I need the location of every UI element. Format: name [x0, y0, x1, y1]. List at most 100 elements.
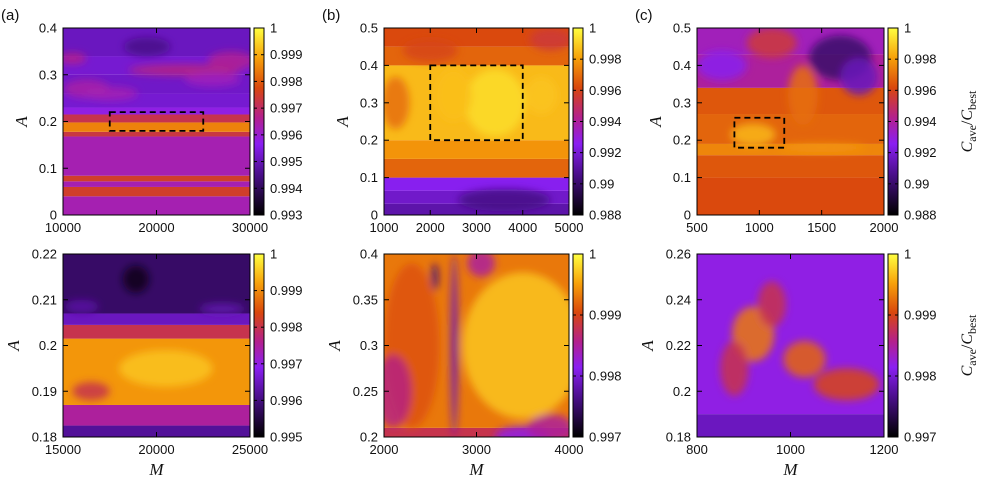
heatmap-blob: [434, 69, 472, 122]
y-tick-label: 0.22: [666, 338, 691, 353]
y-tick-label: 0.3: [39, 67, 57, 82]
colorbar: [573, 254, 583, 437]
y-tick-label: 0.2: [673, 133, 691, 148]
heatmap-panel-b-top: 1000 2000 3000 4000 5000 0 0.1 0.2 0.3 0.4 0.5 A (b)…: [322, 7, 622, 235]
heatmap-panel-c-top: 500 1000 1500 2000 0 0.1 0.2 0.3 0.4 0.5 A (c) 0.988…: [635, 7, 979, 235]
colorbar-tick-label: 0.996: [904, 83, 937, 98]
heatmap-blob: [840, 57, 878, 96]
heatmap-band: [384, 158, 569, 178]
y-tick-label: 0.4: [360, 58, 378, 73]
x-tick-label: 1000: [370, 220, 399, 235]
y-tick-label: 0.2: [360, 133, 378, 148]
heatmap-band: [63, 114, 250, 123]
colorbar: [254, 28, 264, 215]
colorbar-tick-label: 0.992: [904, 145, 937, 160]
heatmap-area: [697, 28, 884, 215]
y-tick-label: 0.5: [360, 21, 378, 36]
heatmap-blob: [462, 272, 569, 419]
y-tick-label: 0.24: [666, 292, 691, 307]
plot-frame: [696, 27, 885, 216]
heatmap-blob: [184, 72, 241, 87]
colorbar-tick-label: 0.998: [270, 74, 303, 89]
panel-label: (a): [1, 7, 19, 24]
heatmap-blob: [788, 65, 818, 126]
heatmap-band: [63, 313, 250, 325]
heatmap-panel-a-bottom: 15000 20000 25000 0.18 0.19 0.2 0.21 0.22 A M 0.99…: [4, 247, 303, 480]
colorbar-tick-label: 0.998: [270, 320, 303, 335]
y-tick-label: 0.3: [360, 338, 378, 353]
heatmap-panel-b-bottom: 2000 3000 4000 0.2 0.25 0.3 0.35 0.4 A M 0.997 0.99…: [325, 247, 622, 480]
y-tick-label: 0.4: [673, 58, 691, 73]
colorbar-tick-label: 0.988: [904, 208, 937, 223]
colorbar: [888, 254, 898, 437]
colorbar-tick-label: 0.99: [904, 176, 929, 191]
heatmap-band: [697, 155, 884, 178]
heatmap-blob: [458, 188, 551, 212]
colorbar-tick-label: 0.999: [589, 308, 622, 323]
heatmap-blob: [757, 281, 786, 328]
colorbar-tick-label: 0.988: [589, 208, 622, 223]
heatmap-blob: [467, 254, 495, 277]
heatmap-area: [384, 254, 569, 437]
colorbar-tick-label: 0.997: [270, 101, 303, 116]
heatmap-blob: [81, 86, 138, 101]
heatmap-blob: [123, 37, 171, 57]
heatmap-blob: [746, 28, 797, 58]
y-axis-label: A: [333, 116, 352, 128]
y-axis-label: A: [638, 340, 657, 352]
y-axis-label: A: [646, 116, 665, 128]
y-tick-label: 0.19: [32, 384, 57, 399]
heatmap-band: [63, 122, 250, 132]
heatmap-blob: [778, 143, 866, 153]
x-tick-label: 2000: [370, 442, 399, 457]
heatmap-blob: [450, 254, 458, 437]
heatmap-area: [697, 254, 884, 437]
colorbar-tick-label: 1: [904, 21, 911, 36]
heatmap-blob: [122, 265, 150, 293]
panel-label: (b): [322, 7, 340, 24]
colorbar-frame: [253, 27, 265, 216]
colorbar-tick-label: 0.998: [904, 52, 937, 67]
y-tick-label: 0.21: [32, 292, 57, 307]
y-tick-label: 0: [371, 208, 378, 223]
heatmap-blob: [119, 350, 213, 387]
x-tick-label: 30000: [232, 220, 268, 235]
heatmap-band: [63, 196, 250, 215]
y-tick-label: 0.4: [39, 21, 57, 36]
x-tick-label: 500: [686, 220, 708, 235]
y-tick-label: 0.22: [32, 247, 57, 262]
heatmap-blob: [64, 299, 99, 314]
colorbar-tick-label: 0.993: [270, 208, 303, 223]
colorbar-tick-label: 0.998: [589, 369, 622, 384]
x-axis-label: M: [468, 460, 484, 479]
heatmap-blob: [63, 52, 87, 64]
heatmap-band: [384, 140, 569, 159]
heatmap-blob: [464, 69, 526, 137]
y-tick-label: 0.1: [39, 161, 57, 176]
colorbar-tick-label: 0.996: [270, 127, 303, 142]
heatmap-area: [384, 28, 569, 215]
x-tick-label: 20000: [138, 220, 174, 235]
heatmap-blob: [730, 123, 776, 146]
x-tick-label: 1500: [807, 220, 836, 235]
colorbar-tick-label: 0.996: [589, 83, 622, 98]
colorbar-tick-label: 0.997: [270, 356, 303, 371]
colorbar-tick-label: 0.995: [270, 154, 303, 169]
colorbar: [254, 254, 264, 437]
y-axis-label: A: [4, 340, 23, 352]
x-axis-label: M: [782, 460, 798, 479]
heatmap-band: [63, 181, 250, 187]
colorbar-tick-label: 0.998: [589, 52, 622, 67]
panel-label: (c): [635, 7, 653, 24]
colorbar-tick-label: 1: [270, 21, 277, 36]
colorbar-tick-label: 1: [589, 21, 596, 36]
y-tick-label: 0.4: [360, 247, 378, 262]
heatmap-blob: [697, 50, 747, 81]
heatmap-band: [697, 414, 884, 437]
colorbar-tick-label: 0.999: [270, 283, 303, 298]
y-tick-label: 0.1: [673, 170, 691, 185]
heatmap-band: [63, 324, 250, 339]
x-tick-label: 10000: [45, 220, 81, 235]
heatmap-blob: [72, 382, 110, 401]
x-tick-label: 4000: [508, 220, 537, 235]
